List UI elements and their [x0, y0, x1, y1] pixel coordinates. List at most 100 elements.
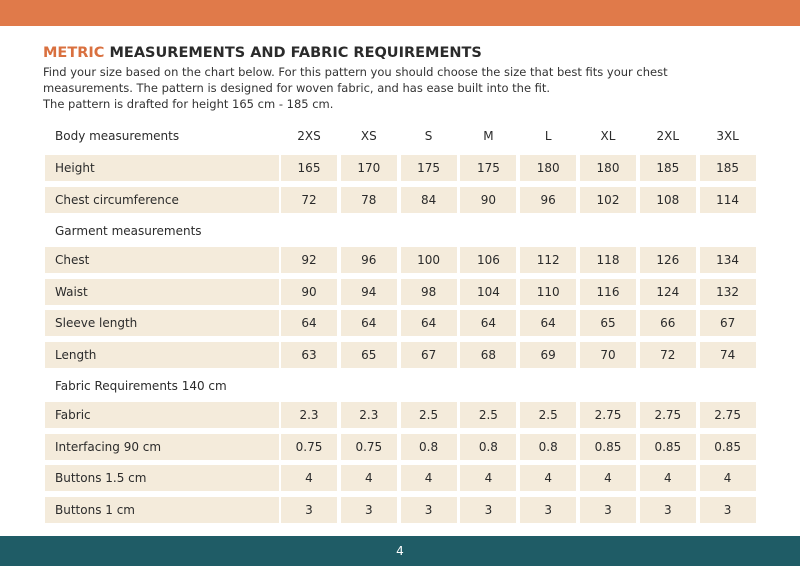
- table-cell: 3: [699, 496, 756, 523]
- table-cell: 118: [580, 247, 636, 273]
- row-label: Chest: [45, 247, 279, 273]
- title-text: MEASUREMENTS AND FABRIC REQUIREMENTS: [109, 45, 482, 61]
- table-cell: 2.75: [699, 402, 756, 428]
- table-cell: 3: [639, 496, 696, 523]
- table-cell: 180: [520, 155, 577, 181]
- row-label: Chest circumference: [45, 186, 279, 213]
- row-label: Sleeve length: [45, 310, 279, 336]
- table-cell: 2.3: [281, 402, 337, 428]
- table-cell: 4: [460, 465, 517, 491]
- page-number: 4: [396, 544, 404, 558]
- table-cell: 4: [340, 465, 397, 491]
- table-cell: 104: [460, 278, 517, 305]
- table-cell: 0.8: [460, 433, 517, 460]
- top-bar: [0, 0, 800, 26]
- description-line: Find your size based on the chart below.…: [43, 65, 668, 79]
- table-cell: 175: [460, 155, 517, 181]
- size-header: 3XL: [716, 129, 739, 143]
- row-label: Length: [45, 341, 279, 368]
- table-cell: 94: [340, 278, 397, 305]
- table-cell: 65: [340, 341, 397, 368]
- table-cell: 4: [281, 465, 337, 491]
- description-line: measurements. The pattern is designed fo…: [43, 81, 551, 95]
- table-cell: 114: [699, 186, 756, 213]
- table-cell: 4: [580, 465, 636, 491]
- table-cell: 2.75: [639, 402, 696, 428]
- table-cell: 102: [580, 186, 636, 213]
- table-cell: 0.85: [699, 433, 756, 460]
- size-header: S: [424, 129, 433, 143]
- section-title: Garment measurements: [55, 224, 202, 238]
- table-cell: 69: [520, 341, 577, 368]
- table-cell: 0.8: [400, 433, 457, 460]
- table-cell: 64: [460, 310, 517, 336]
- table-cell: 2.5: [400, 402, 457, 428]
- description-line: The pattern is drafted for height 165 cm…: [43, 97, 334, 111]
- table-cell: 98: [400, 278, 457, 305]
- section-title: Body measurements: [55, 129, 180, 143]
- table-cell: 0.75: [340, 433, 397, 460]
- table-cell: 63: [281, 341, 337, 368]
- table-cell: 72: [281, 186, 337, 213]
- table-cell: 180: [580, 155, 636, 181]
- table-cell: 4: [400, 465, 457, 491]
- table-cell: 106: [460, 247, 517, 273]
- table-cell: 4: [639, 465, 696, 491]
- title: METRIC MEASUREMENTS AND FABRIC REQUIREME…: [43, 45, 482, 61]
- size-header: 2XL: [656, 129, 680, 143]
- table-cell: 132: [699, 278, 756, 305]
- table-cell: 134: [699, 247, 756, 273]
- table-cell: 185: [699, 155, 756, 181]
- table-cell: 64: [281, 310, 337, 336]
- table-cell: 185: [639, 155, 696, 181]
- size-header: 2XS: [297, 129, 321, 143]
- row-label: Waist: [45, 278, 279, 305]
- table-cell: 100: [400, 247, 457, 273]
- table-cell: 66: [639, 310, 696, 336]
- table-cell: 170: [340, 155, 397, 181]
- table-cell: 116: [580, 278, 636, 305]
- table-cell: 110: [520, 278, 577, 305]
- row-label: Height: [45, 155, 279, 181]
- table-cell: 92: [281, 247, 337, 273]
- table-cell: 0.75: [281, 433, 337, 460]
- table-cell: 96: [520, 186, 577, 213]
- table-cell: 2.75: [580, 402, 636, 428]
- table-cell: 2.5: [460, 402, 517, 428]
- table-cell: 96: [340, 247, 397, 273]
- table-cell: 78: [340, 186, 397, 213]
- table-cell: 3: [281, 496, 337, 523]
- table-cell: 67: [400, 341, 457, 368]
- table-cell: 4: [520, 465, 577, 491]
- table-cell: 108: [639, 186, 696, 213]
- table-cell: 64: [400, 310, 457, 336]
- size-header: L: [544, 129, 552, 143]
- row-label: Interfacing 90 cm: [45, 433, 279, 460]
- table-cell: 175: [400, 155, 457, 181]
- section-title: Fabric Requirements 140 cm: [55, 379, 227, 393]
- table-cell: 68: [460, 341, 517, 368]
- table-cell: 165: [281, 155, 337, 181]
- table-cell: 0.85: [580, 433, 636, 460]
- table-cell: 3: [400, 496, 457, 523]
- table-cell: 112: [520, 247, 577, 273]
- footer: 4: [0, 536, 800, 566]
- table-cell: 0.85: [639, 433, 696, 460]
- table-cell: 74: [699, 341, 756, 368]
- table-cell: 67: [699, 310, 756, 336]
- size-header: XL: [600, 129, 616, 143]
- table-cell: 64: [520, 310, 577, 336]
- row-label: Buttons 1.5 cm: [45, 465, 279, 491]
- table-cell: 126: [639, 247, 696, 273]
- table-cell: 2.3: [340, 402, 397, 428]
- table-cell: 84: [400, 186, 457, 213]
- size-header: M: [483, 129, 494, 143]
- size-header: XS: [360, 129, 377, 143]
- table-cell: 0.8: [520, 433, 577, 460]
- table-cell: 3: [340, 496, 397, 523]
- row-label: Buttons 1 cm: [45, 496, 279, 523]
- table-cell: 90: [460, 186, 517, 213]
- table-cell: 72: [639, 341, 696, 368]
- table-cell: 64: [340, 310, 397, 336]
